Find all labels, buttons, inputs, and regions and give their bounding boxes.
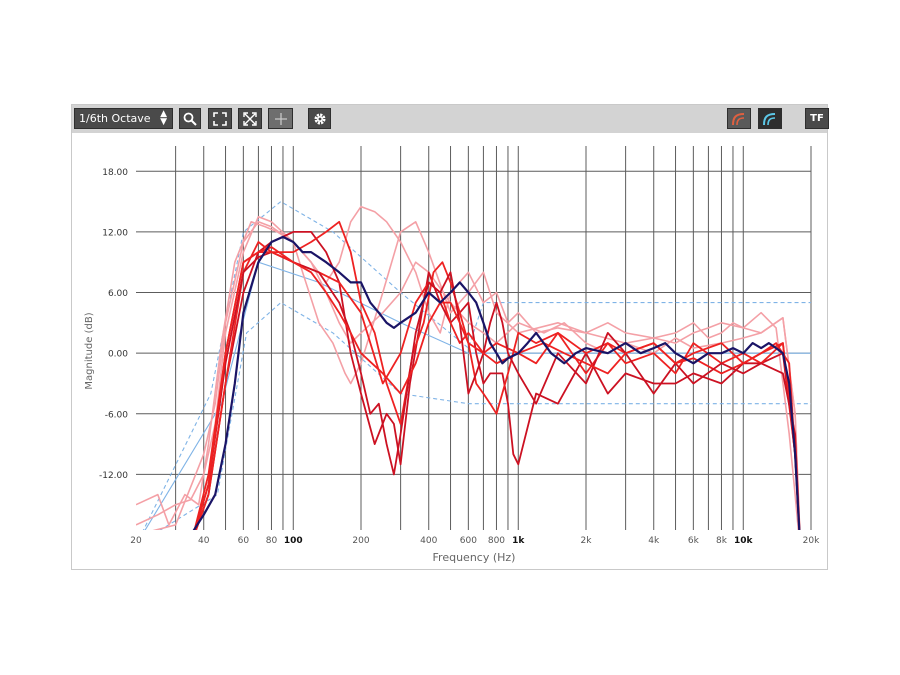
x-tick-label: 20 [130,536,142,546]
x-tick-label: 400 [420,536,437,546]
y-tick-label: -12.00 [99,471,128,481]
y-tick-label: 12.00 [102,228,128,238]
octave-smoothing-value: 1/6th Octave [79,112,151,125]
x-tick-labels: 20 40 60 80 100 200 400 600 800 1k 2k 4k 6k 8k 10k 20k [130,536,820,546]
fit-view-button[interactable] [208,108,232,129]
plus-icon [274,112,287,125]
y-tick-label: -6.00 [105,410,129,420]
x-tick-label: 200 [352,536,369,546]
gear-icon [314,113,325,124]
x-tick-label: 20k [803,536,820,546]
search-icon [183,112,197,126]
tf-label: TF [810,113,824,124]
up-down-arrows-icon: ▲ ▼ [160,109,167,127]
expand-button[interactable] [238,108,262,129]
y-axis-label: Magnitude (dB) [84,312,95,389]
toolbar: 1/6th Octave ▲ ▼ [72,105,829,133]
curve-red-icon [732,112,745,125]
zoom-button[interactable] [179,108,201,129]
x-tick-label: 10k [734,536,754,546]
curve-mode-blue-button[interactable] [758,108,782,129]
series-line-red_bright [194,251,801,530]
y-tick-labels: 18.00 12.00 6.00 0.00 -6.00 -12.00 [99,168,128,481]
x-tick-label: 1k [512,536,525,546]
octave-smoothing-select[interactable]: 1/6th Octave ▲ ▼ [74,108,173,129]
x-tick-label: 100 [284,536,303,546]
settings-button[interactable] [308,108,331,129]
x-tick-label: 4k [648,536,660,546]
x-tick-label: 80 [266,536,278,546]
x-tick-label: 60 [238,536,250,546]
x-tick-label: 2k [581,536,593,546]
series-line-pink [152,221,801,530]
frequency-response-chart: 18.00 12.00 6.00 0.00 -6.00 -12.00 20 40 60 80 10… [84,146,820,564]
y-tick-label: 18.00 [102,168,128,178]
measurement-series [136,205,801,530]
x-tick-label: 6k [688,536,700,546]
transfer-function-button[interactable]: TF [805,108,829,129]
series-line-reference [192,235,801,530]
x-axis-label: Frequency (Hz) [433,551,516,564]
series-line-red_bright [193,246,801,530]
x-tick-label: 40 [198,536,210,546]
series-line-red_dark [195,231,801,530]
y-tick-label: 6.00 [108,289,128,299]
curve-mode-red-button[interactable] [727,108,751,129]
x-tick-label: 8k [716,536,728,546]
curve-blue-icon [763,112,776,125]
x-tick-label: 600 [460,536,477,546]
x-tick-label: 800 [488,536,505,546]
frequency-response-panel: 1/6th Octave ▲ ▼ [71,104,829,570]
expand-icon [243,111,257,126]
fit-icon [213,111,227,126]
add-marker-button[interactable] [268,108,293,129]
y-tick-label: 0.00 [108,350,128,360]
